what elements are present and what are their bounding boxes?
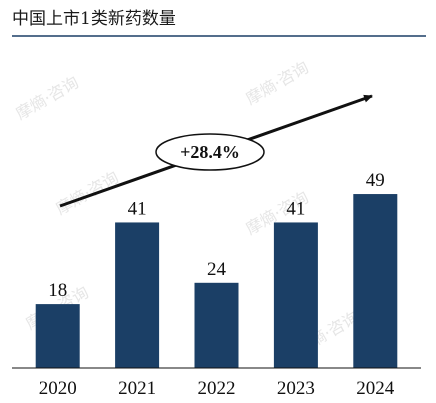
x-tick-2024: 2024 <box>356 378 395 399</box>
bar-series <box>35 194 398 368</box>
bar-2020 <box>35 304 80 368</box>
value-label-2022: 24 <box>207 259 227 280</box>
chart-title: 中国上市1类新药数量 <box>12 9 176 29</box>
bar-2022 <box>194 282 239 368</box>
x-tick-2022: 2022 <box>198 378 236 399</box>
watermark-text: 摩熵·咨询 <box>243 57 312 108</box>
x-tick-labels: 2020 2021 2022 2023 2024 <box>39 378 395 399</box>
value-label-2020: 18 <box>48 280 67 301</box>
bar-2023 <box>273 222 318 368</box>
bar-2021 <box>115 222 160 368</box>
growth-annotation: +28.4% <box>155 133 265 171</box>
x-tick-2021: 2021 <box>118 378 156 399</box>
growth-label: +28.4% <box>180 142 240 162</box>
value-label-2024: 49 <box>366 170 385 191</box>
bar-2024 <box>353 194 398 368</box>
value-label-2021: 41 <box>128 198 147 219</box>
value-label-2023: 41 <box>286 198 305 219</box>
watermark-text: 摩熵·咨询 <box>53 167 122 218</box>
value-labels: 18 41 24 41 49 <box>48 170 385 301</box>
growth-ellipse <box>155 133 265 171</box>
x-tick-2020: 2020 <box>39 378 77 399</box>
x-tick-2023: 2023 <box>277 378 315 399</box>
watermark-text: 摩熵·咨询 <box>13 72 82 123</box>
